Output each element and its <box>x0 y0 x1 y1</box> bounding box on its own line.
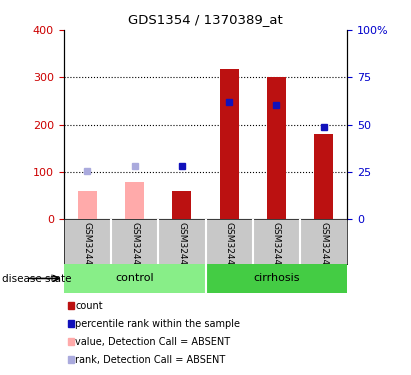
Text: disease state: disease state <box>2 274 72 284</box>
Text: value, Detection Call = ABSENT: value, Detection Call = ABSENT <box>75 337 230 346</box>
Bar <box>206 264 347 292</box>
Text: GSM32444: GSM32444 <box>272 222 281 270</box>
Text: control: control <box>115 273 154 284</box>
Bar <box>267 77 286 219</box>
Text: percentile rank within the sample: percentile rank within the sample <box>75 319 240 328</box>
Bar <box>78 191 97 219</box>
Bar <box>314 134 333 219</box>
Text: GSM32442: GSM32442 <box>178 222 186 270</box>
Bar <box>172 191 191 219</box>
Text: cirrhosis: cirrhosis <box>253 273 300 284</box>
Text: GDS1354 / 1370389_at: GDS1354 / 1370389_at <box>128 13 283 26</box>
Bar <box>125 182 144 219</box>
Text: GSM32441: GSM32441 <box>130 222 139 270</box>
Text: GSM32440: GSM32440 <box>83 222 92 270</box>
Bar <box>64 264 206 292</box>
Bar <box>219 69 238 219</box>
Text: rank, Detection Call = ABSENT: rank, Detection Call = ABSENT <box>75 355 226 364</box>
Text: count: count <box>75 301 103 310</box>
Text: GSM32445: GSM32445 <box>319 222 328 270</box>
Text: GSM32443: GSM32443 <box>225 222 233 270</box>
